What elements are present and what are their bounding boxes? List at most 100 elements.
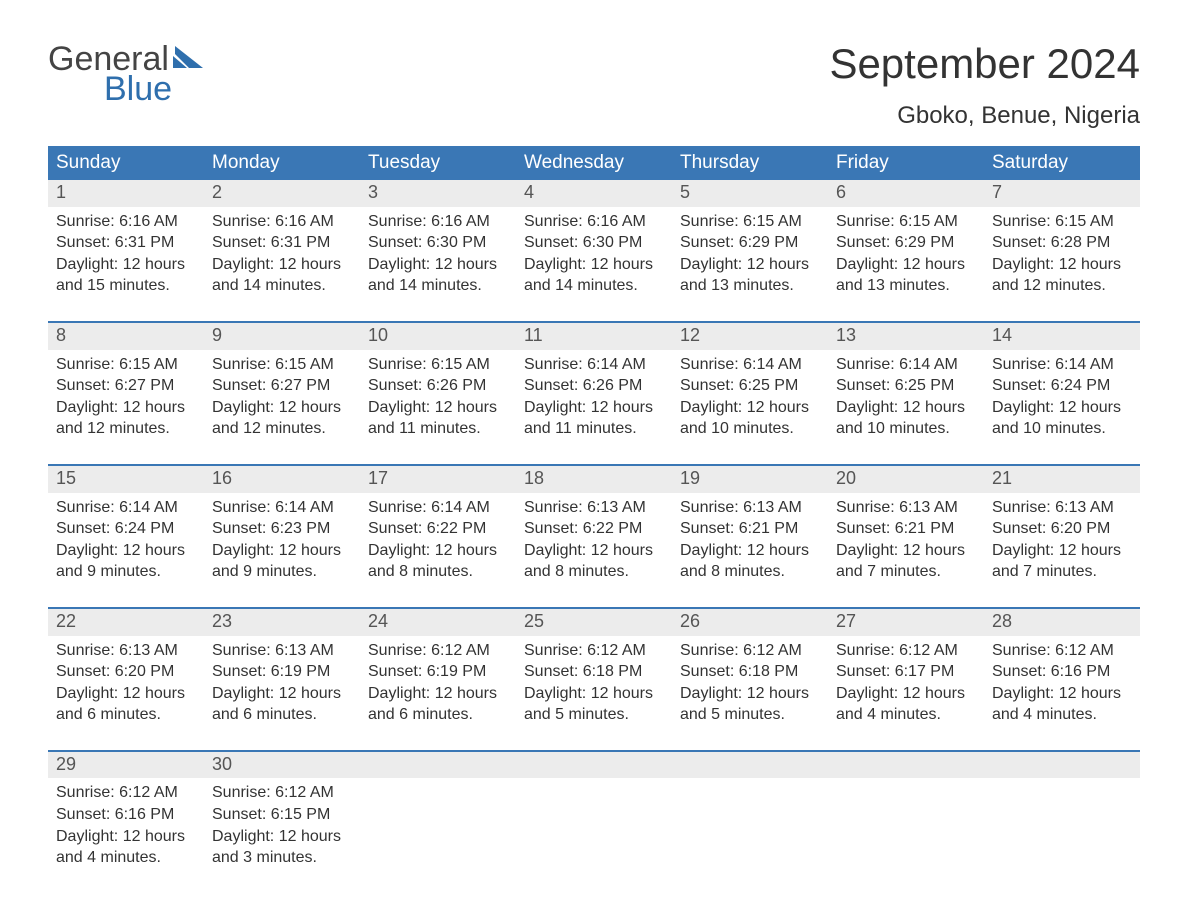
sunset-line: Sunset: 6:19 PM — [212, 663, 330, 680]
daylight-line: Daylight: 12 hours and 14 minutes. — [212, 256, 341, 295]
day-details: Sunrise: 6:16 AMSunset: 6:30 PMDaylight:… — [516, 207, 672, 321]
daylight-line: Daylight: 12 hours and 4 minutes. — [56, 828, 185, 867]
sunrise-line: Sunrise: 6:16 AM — [524, 213, 646, 230]
logo: General Blue — [48, 40, 205, 106]
daylight-line: Daylight: 12 hours and 6 minutes. — [368, 685, 497, 724]
sunrise-line: Sunrise: 6:14 AM — [212, 499, 334, 516]
sunset-line: Sunset: 6:21 PM — [836, 520, 954, 537]
calendar-cell: 2Sunrise: 6:16 AMSunset: 6:31 PMDaylight… — [204, 180, 360, 322]
day-details — [672, 778, 828, 838]
calendar-cell: 1Sunrise: 6:16 AMSunset: 6:31 PMDaylight… — [48, 180, 204, 322]
calendar-cell: 28Sunrise: 6:12 AMSunset: 6:16 PMDayligh… — [984, 608, 1140, 751]
calendar-cell: 24Sunrise: 6:12 AMSunset: 6:19 PMDayligh… — [360, 608, 516, 751]
calendar-cell: 13Sunrise: 6:14 AMSunset: 6:25 PMDayligh… — [828, 322, 984, 465]
day-details: Sunrise: 6:14 AMSunset: 6:25 PMDaylight:… — [672, 350, 828, 464]
day-details: Sunrise: 6:14 AM Sunset: 6:25 PM Daylight:… — [828, 350, 984, 464]
calendar-cell: 6Sunrise: 6:15 AMSunset: 6:29 PMDaylight… — [828, 180, 984, 322]
day-number: 15 — [48, 466, 204, 493]
day-number: 2 — [204, 180, 360, 207]
weekday-header-row: SundayMondayTuesdayWednesdayThursdayFrid… — [48, 146, 1140, 180]
day-number: 21 — [984, 466, 1140, 493]
calendar-cell: 17Sunrise: 6:14 AMSunset: 6:22 PMDayligh… — [360, 465, 516, 608]
sunset-line: Sunset: 6:26 PM — [524, 377, 642, 394]
daylight-line: Daylight: 12 hours and 5 minutes. — [524, 685, 653, 724]
day-number: 22 — [48, 609, 204, 636]
sunrise-line: Sunrise: 6:16 AM — [368, 213, 490, 230]
sunrise-line: Sunrise: 6:13 AM — [212, 642, 334, 659]
day-number: 12 — [672, 323, 828, 350]
day-number: 23 — [204, 609, 360, 636]
day-details — [828, 778, 984, 838]
calendar-cell — [516, 751, 672, 893]
weekday-header: Monday — [204, 146, 360, 180]
sunset-line: Sunset: 6:24 PM — [56, 520, 174, 537]
calendar-cell — [360, 751, 516, 893]
sunset-line: Sunset: 6:20 PM — [56, 663, 174, 680]
sunset-line: Sunset: 6:25 PM — [680, 377, 798, 394]
day-number — [984, 752, 1140, 779]
sunrise-line: Sunrise: 6:16 AM — [56, 213, 178, 230]
day-number: 10 — [360, 323, 516, 350]
calendar-cell: 5Sunrise: 6:15 AMSunset: 6:29 PMDaylight… — [672, 180, 828, 322]
calendar-cell: 19Sunrise: 6:13 AMSunset: 6:21 PMDayligh… — [672, 465, 828, 608]
day-number: 7 — [984, 180, 1140, 207]
logo-flag-icon — [173, 40, 205, 74]
day-details: Sunrise: 6:13 AMSunset: 6:20 PMDaylight:… — [984, 493, 1140, 607]
daylight-line: Daylight: 12 hours and 13 minutes. — [680, 256, 809, 295]
sunset-line: Sunset: 6:16 PM — [56, 806, 174, 823]
day-number — [516, 752, 672, 779]
day-number: 14 — [984, 323, 1140, 350]
day-number: 30 — [204, 752, 360, 779]
day-number: 25 — [516, 609, 672, 636]
sunset-line: Sunset: 6:29 PM — [680, 234, 798, 251]
sunrise-line: Sunrise: 6:15 AM — [368, 356, 490, 373]
calendar-cell: 30Sunrise: 6:12 AMSunset: 6:15 PMDayligh… — [204, 751, 360, 893]
sunrise-line: Sunrise: 6:13 AM — [56, 642, 178, 659]
sunrise-line: Sunrise: 6:12 AM — [836, 642, 958, 659]
sunrise-line: Sunrise: 6:14 AM — [836, 356, 958, 373]
day-details — [360, 778, 516, 838]
calendar-cell: 25Sunrise: 6:12 AMSunset: 6:18 PMDayligh… — [516, 608, 672, 751]
sunrise-line: Sunrise: 6:12 AM — [212, 784, 334, 801]
calendar-row: 22 Sunrise: 6:13 AM Sunset: 6:20 PM Dayligh… — [48, 608, 1140, 751]
day-number: 26 — [672, 609, 828, 636]
calendar-row: 15 Sunrise: 6:14 AM Sunset: 6:24 PM Dayligh… — [48, 465, 1140, 608]
sunset-line: Sunset: 6:25 PM — [836, 377, 954, 394]
sunset-line: Sunset: 6:16 PM — [992, 663, 1110, 680]
calendar-cell: 11Sunrise: 6:14 AMSunset: 6:26 PMDayligh… — [516, 322, 672, 465]
day-details: Sunrise: 6:13 AMSunset: 6:21 PMDaylight:… — [672, 493, 828, 607]
sunset-line: Sunset: 6:23 PM — [212, 520, 330, 537]
day-details: Sunrise: 6:15 AMSunset: 6:26 PMDaylight:… — [360, 350, 516, 464]
calendar-row: 29Sunrise: 6:12 AMSunset: 6:16 PMDayligh… — [48, 751, 1140, 893]
sunset-line: Sunset: 6:29 PM — [836, 234, 954, 251]
day-number: 16 — [204, 466, 360, 493]
day-details: Sunrise: 6:16 AMSunset: 6:31 PMDaylight:… — [48, 207, 204, 321]
location-subtitle: Gboko, Benue, Nigeria — [829, 102, 1140, 130]
day-details: Sunrise: 6:12 AMSunset: 6:15 PMDaylight:… — [204, 778, 360, 892]
calendar-cell: 21Sunrise: 6:13 AMSunset: 6:20 PMDayligh… — [984, 465, 1140, 608]
daylight-line: Daylight: 12 hours and 9 minutes. — [212, 542, 341, 581]
day-details: Sunrise: 6:15 AMSunset: 6:28 PMDaylight:… — [984, 207, 1140, 321]
sunrise-line: Sunrise: 6:12 AM — [992, 642, 1114, 659]
sunrise-line: Sunrise: 6:14 AM — [368, 499, 490, 516]
daylight-line: Daylight: 12 hours and 10 minutes. — [992, 399, 1121, 438]
weekday-header: Saturday — [984, 146, 1140, 180]
sunrise-line: Sunrise: 6:12 AM — [56, 784, 178, 801]
daylight-line: Daylight: 12 hours and 10 minutes. — [836, 399, 965, 438]
calendar-cell: 23Sunrise: 6:13 AMSunset: 6:19 PMDayligh… — [204, 608, 360, 751]
calendar-table: SundayMondayTuesdayWednesdayThursdayFrid… — [48, 146, 1140, 893]
day-number: 27 — [828, 609, 984, 636]
day-number: 19 — [672, 466, 828, 493]
day-number: 18 — [516, 466, 672, 493]
sunrise-line: Sunrise: 6:12 AM — [680, 642, 802, 659]
calendar-cell — [984, 751, 1140, 893]
sunset-line: Sunset: 6:19 PM — [368, 663, 486, 680]
day-number: 11 — [516, 323, 672, 350]
sunrise-line: Sunrise: 6:15 AM — [992, 213, 1114, 230]
weekday-header: Thursday — [672, 146, 828, 180]
calendar-cell: 18Sunrise: 6:13 AMSunset: 6:22 PMDayligh… — [516, 465, 672, 608]
sunrise-line: Sunrise: 6:14 AM — [56, 499, 178, 516]
sunset-line: Sunset: 6:26 PM — [368, 377, 486, 394]
calendar-cell: 27Sunrise: 6:12 AMSunset: 6:17 PMDayligh… — [828, 608, 984, 751]
sunrise-line: Sunrise: 6:15 AM — [836, 213, 958, 230]
